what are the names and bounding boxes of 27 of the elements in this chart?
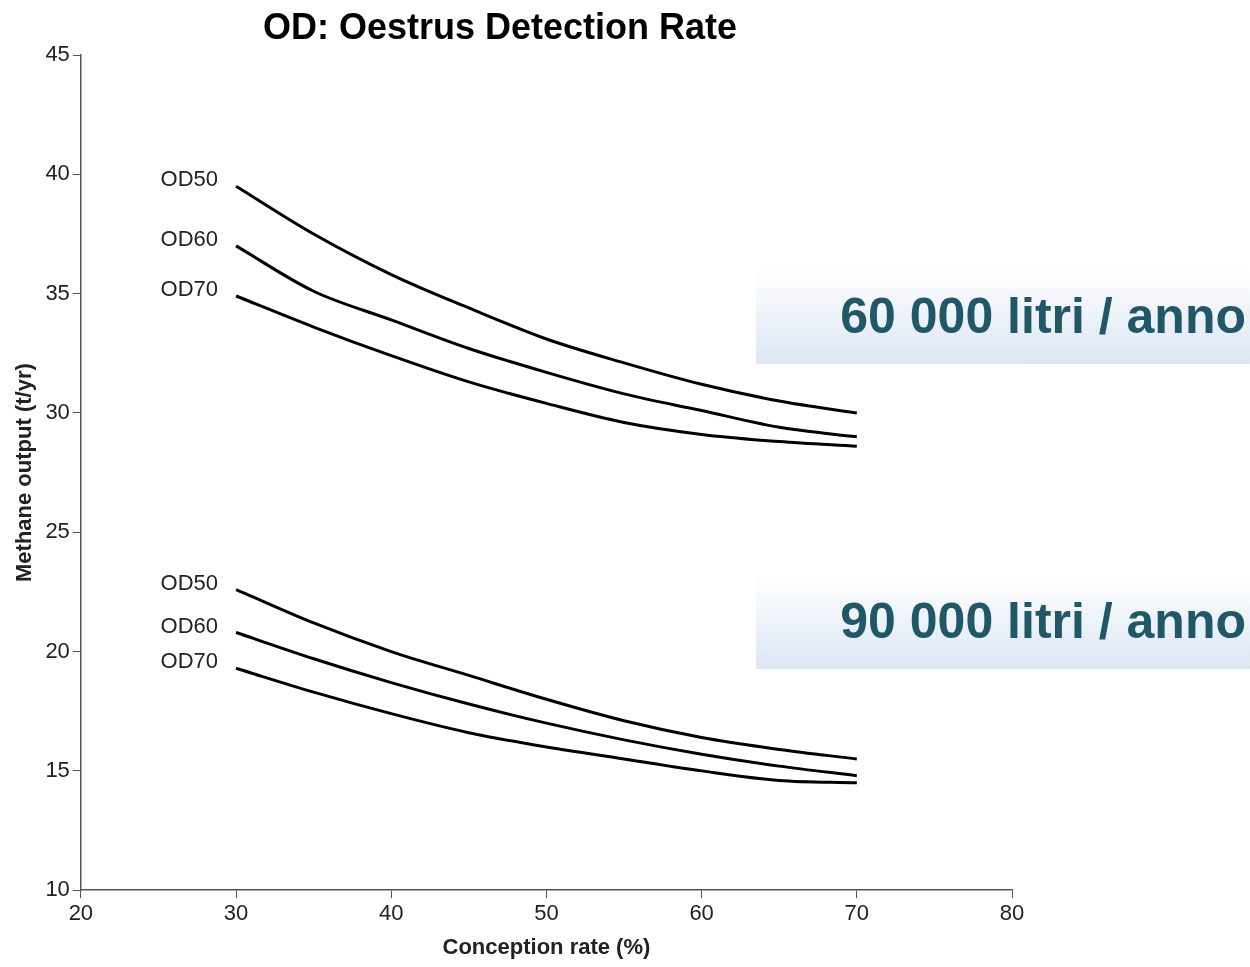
x-tick-label: 50 bbox=[534, 900, 559, 926]
y-tick-label: 20 bbox=[45, 637, 70, 663]
series-label: OD60 bbox=[160, 612, 219, 638]
y-tick-label: 25 bbox=[45, 518, 70, 544]
series-label: OD70 bbox=[160, 648, 219, 674]
y-tick-label: 10 bbox=[45, 876, 70, 902]
x-tick-label: 70 bbox=[844, 900, 870, 926]
y-tick-label: 40 bbox=[45, 160, 70, 186]
x-tick-label: 30 bbox=[223, 900, 249, 926]
line-series bbox=[234, 666, 859, 785]
annotation: 60 000 litri / anno bbox=[756, 268, 1250, 364]
series-label: OD60 bbox=[160, 225, 219, 251]
x-tick-label: 20 bbox=[68, 900, 94, 926]
x-tick-label: 80 bbox=[999, 900, 1025, 926]
x-tick-label: 40 bbox=[379, 900, 404, 926]
x-axis-title: Conception rate (%) bbox=[442, 933, 651, 959]
y-tick-label: 30 bbox=[45, 399, 70, 425]
series-label: OD50 bbox=[160, 569, 219, 595]
x-tick-label: 60 bbox=[689, 900, 714, 926]
y-tick-label: 35 bbox=[45, 279, 70, 305]
annotation: 90 000 litri / anno bbox=[756, 573, 1250, 669]
chart-title: OD: Oestrus Detection Rate bbox=[262, 6, 738, 47]
y-tick-label: 15 bbox=[45, 756, 70, 782]
series-label: OD70 bbox=[160, 276, 219, 302]
y-axis-title: Methane output (t/yr) bbox=[11, 363, 37, 582]
y-tick-label: 45 bbox=[45, 41, 70, 67]
series-label: OD50 bbox=[160, 166, 219, 192]
